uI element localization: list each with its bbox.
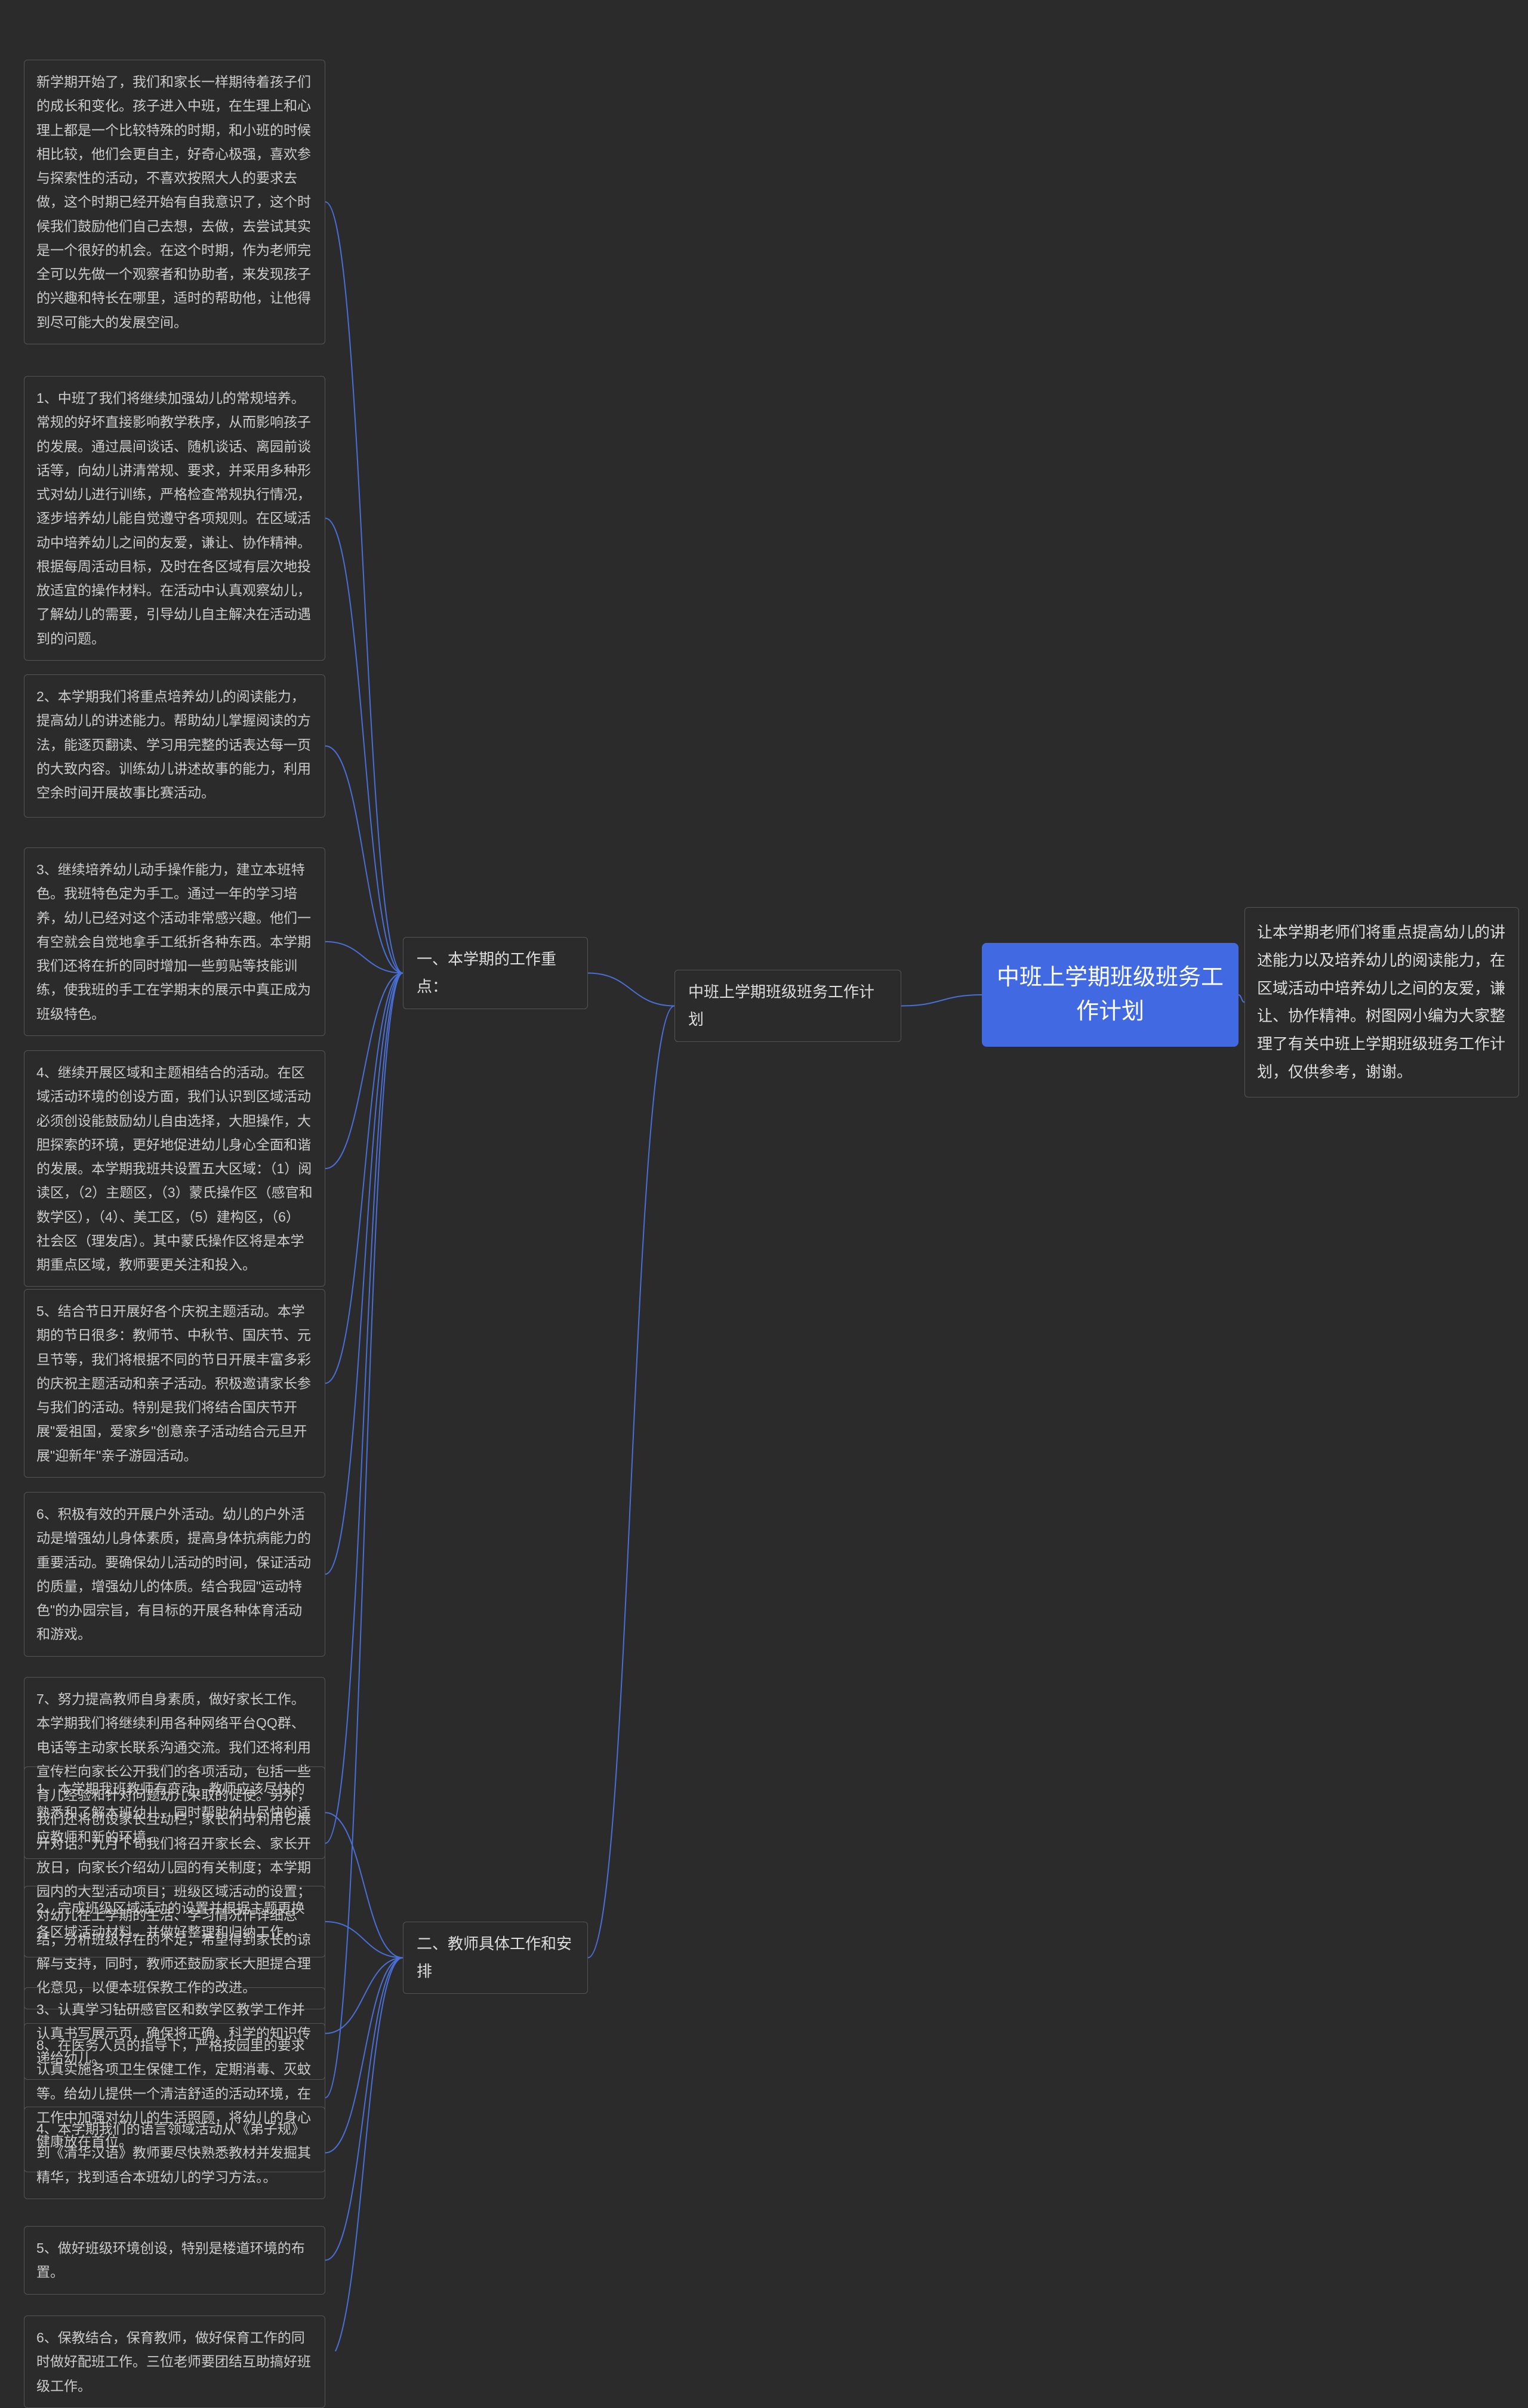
leaf-node-11[interactable]: 3、认真学习钻研感官区和数学区教学工作并认真书写展示页，确保将正确、科学的知识传… xyxy=(24,1987,325,2080)
leaf-node-13[interactable]: 5、做好班级环境创设，特别是楼道环境的布置。 xyxy=(24,2226,325,2295)
description-node[interactable]: 让本学期老师们将重点提高幼儿的讲述能力以及培养幼儿的阅读能力，在区域活动中培养幼… xyxy=(1244,907,1519,1097)
leaf-node-5[interactable]: 5、结合节日开展好各个庆祝主题活动。本学期的节日很多：教师节、中秋节、国庆节、元… xyxy=(24,1289,325,1478)
section-node-s1[interactable]: 一、本学期的工作重点： xyxy=(403,937,588,1009)
leaf-node-14[interactable]: 6、保教结合，保育教师，做好保育工作的同时做好配班工作。三位老师要团结互助搞好班… xyxy=(24,2315,325,2408)
section-node-s2[interactable]: 二、教师具体工作和安排 xyxy=(403,1922,588,1994)
leaf-node-2[interactable]: 2、本学期我们将重点培养幼儿的阅读能力，提高幼儿的讲述能力。帮助幼儿掌握阅读的方… xyxy=(24,674,325,818)
root-node[interactable]: 中班上学期班级班务工作计划 xyxy=(982,943,1239,1047)
leaf-node-10[interactable]: 2、完成班级区域活动的设置并根据主题更换各区域活动材料。并做好整理和归纳工作。 xyxy=(24,1886,325,1957)
leaf-node-9[interactable]: 1、本学期我班教师有变动，教师应该尽快的熟悉和了解本班幼儿，同时帮助幼儿尽快的适… xyxy=(24,1766,325,1859)
subtitle-node[interactable]: 中班上学期班级班务工作计划 xyxy=(674,970,901,1042)
leaf-node-0[interactable]: 新学期开始了，我们和家长一样期待着孩子们的成长和变化。孩子进入中班，在生理上和心… xyxy=(24,60,325,344)
mindmap-canvas: 中班上学期班级班务工作计划让本学期老师们将重点提高幼儿的讲述能力以及培养幼儿的阅… xyxy=(0,0,1528,2351)
leaf-node-4[interactable]: 4、继续开展区域和主题相结合的活动。在区域活动环境的创设方面，我们认识到区域活动… xyxy=(24,1050,325,1287)
leaf-node-1[interactable]: 1、中班了我们将继续加强幼儿的常规培养。常规的好坏直接影响教学秩序，从而影响孩子… xyxy=(24,376,325,661)
leaf-node-6[interactable]: 6、积极有效的开展户外活动。幼儿的户外活动是增强幼儿身体素质，提高身体抗病能力的… xyxy=(24,1492,325,1657)
leaf-node-3[interactable]: 3、继续培养幼儿动手操作能力，建立本班特色。我班特色定为手工。通过一年的学习培养… xyxy=(24,847,325,1036)
leaf-node-12[interactable]: 4、本学期我们的语言领域活动从《弟子规》到《清华汉语》教师要尽快熟悉教材并发掘其… xyxy=(24,2107,325,2199)
